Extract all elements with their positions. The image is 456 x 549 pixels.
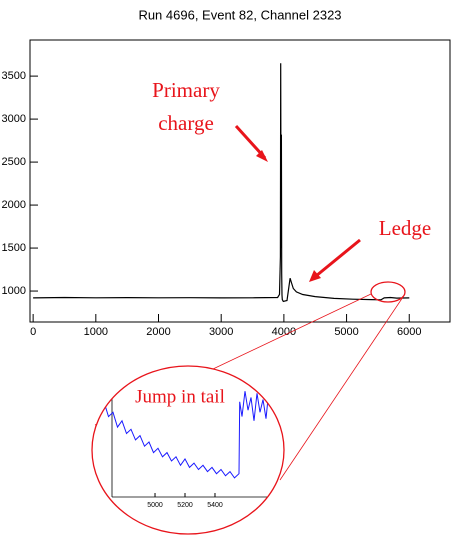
y-tick-label: 3500 <box>2 70 26 82</box>
x-tick-label: 3000 <box>209 326 233 338</box>
inset-circle <box>91 365 285 535</box>
line-series <box>94 389 284 479</box>
annotation: Ledge <box>379 216 431 240</box>
line-series <box>33 63 410 303</box>
x-tick-label: 0 <box>30 326 36 338</box>
y-tick-label: 2000 <box>2 199 26 211</box>
main-plot: 0 1000 2000 3000 4000 5000 6000 1000 1500 2000 250… <box>2 63 421 338</box>
arrow-head <box>309 270 321 282</box>
arrow-head <box>256 150 268 162</box>
x-tick-label: 5200 <box>177 502 193 509</box>
arrow <box>315 238 361 278</box>
zoom-circle <box>370 281 406 303</box>
x-tick-label: 6000 <box>397 326 421 338</box>
x-tick-label: 4000 <box>272 326 296 338</box>
x-tick-label: 1000 <box>84 326 108 338</box>
inset-bg <box>92 366 284 534</box>
y-tick-label: 1000 <box>2 285 26 297</box>
annotation: Primary <box>152 78 220 102</box>
inset-plot: 5000 5200 5400 <box>94 366 284 509</box>
x-tick-label: 5400 <box>207 502 223 509</box>
y-tick-label: 3000 <box>2 113 26 125</box>
x-tick-label: 5000 <box>147 502 163 509</box>
y-tick-label: 1500 <box>2 242 26 254</box>
zoom-line <box>279 293 406 481</box>
inset-title: Jump in tail <box>135 386 225 407</box>
plot-frame <box>29 39 451 323</box>
x-tick-label: 5000 <box>334 326 358 338</box>
chart-title: Run 4696, Event 82, Channel 2323 <box>138 7 341 22</box>
y-tick-label: 2500 <box>2 156 26 168</box>
x-tick-label: 2000 <box>146 326 170 338</box>
annotation: charge <box>158 111 214 135</box>
